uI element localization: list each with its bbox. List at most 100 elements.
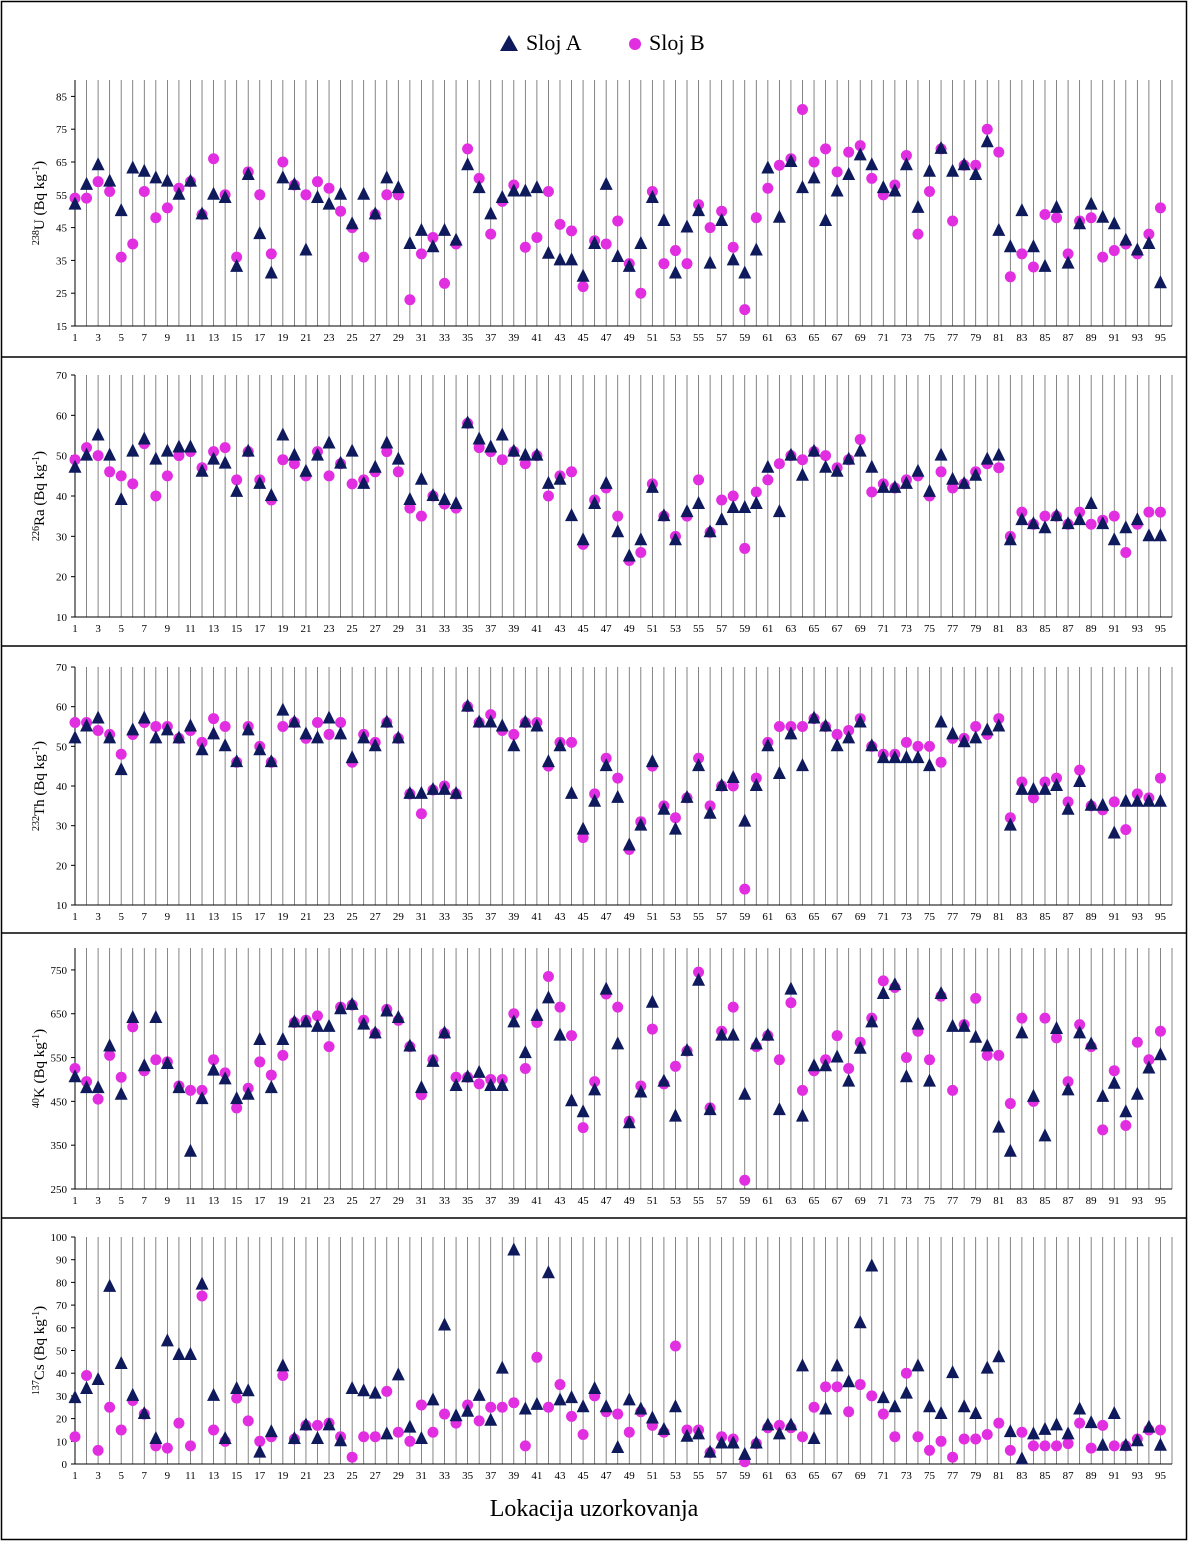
y-tick-label: 30 — [56, 1391, 68, 1403]
data-point-sloj-a — [230, 258, 244, 272]
data-point-sloj-a — [368, 1385, 382, 1399]
data-point-sloj-a — [703, 1102, 717, 1116]
data-point-sloj-a — [1015, 203, 1029, 217]
data-point-sloj-a — [749, 1036, 763, 1050]
x-tick-label: 9 — [165, 332, 171, 344]
data-point-sloj-a — [345, 996, 359, 1010]
x-tick-label: 47 — [601, 1470, 613, 1482]
data-point-sloj-a — [299, 726, 313, 740]
data-point-sloj-a — [334, 1433, 348, 1447]
data-point-sloj-a — [668, 1108, 682, 1122]
data-point-sloj-b — [981, 1049, 993, 1061]
x-tick-label: 91 — [1109, 1470, 1120, 1482]
data-point-sloj-a — [1073, 512, 1087, 526]
data-point-sloj-b — [542, 1401, 554, 1413]
data-point-sloj-a — [1015, 512, 1029, 526]
data-point-sloj-b — [404, 502, 416, 514]
x-tick-label: 11 — [185, 1195, 196, 1207]
data-point-sloj-a — [876, 1390, 890, 1404]
data-point-sloj-b — [866, 1390, 878, 1402]
data-point-sloj-b — [104, 1401, 116, 1413]
data-point-sloj-b — [577, 281, 589, 293]
data-point-sloj-b — [150, 1054, 162, 1066]
data-point-sloj-a — [657, 801, 671, 815]
data-point-sloj-a — [634, 1401, 648, 1415]
data-point-sloj-b — [184, 1440, 196, 1452]
data-point-sloj-a — [91, 1371, 105, 1385]
y-axis-title-part: K — [32, 1084, 48, 1099]
data-point-sloj-b — [1016, 1426, 1028, 1438]
data-point-sloj-a — [645, 479, 659, 493]
x-tick-label: 37 — [485, 623, 497, 635]
data-point-sloj-b — [669, 1060, 681, 1072]
data-point-sloj-b — [115, 1424, 127, 1436]
data-point-sloj-a — [738, 1446, 752, 1460]
data-point-sloj-a — [992, 718, 1006, 732]
y-tick-label: 70 — [56, 370, 68, 382]
data-point-sloj-a — [772, 504, 786, 518]
x-tick-label: 89 — [1086, 332, 1098, 344]
data-point-sloj-b — [750, 212, 762, 224]
data-point-sloj-a — [772, 1426, 786, 1440]
data-point-sloj-b — [612, 1408, 624, 1420]
data-point-sloj-a — [495, 190, 509, 204]
data-point-sloj-a — [530, 718, 544, 732]
data-point-sloj-a — [160, 443, 174, 457]
data-point-sloj-a — [495, 718, 509, 732]
data-point-sloj-a — [807, 710, 821, 724]
data-point-sloj-a — [1096, 516, 1110, 530]
data-point-sloj-a — [899, 475, 913, 489]
data-point-sloj-a — [784, 726, 798, 740]
data-point-sloj-a — [114, 1086, 128, 1100]
data-point-sloj-b — [427, 1426, 439, 1438]
y-axis-title-superscript: 40 — [31, 1098, 42, 1108]
data-point-sloj-a — [299, 1014, 313, 1028]
x-tick-label: 69 — [855, 623, 867, 635]
x-tick-label: 87 — [1063, 623, 1075, 635]
data-point-sloj-a — [380, 435, 394, 449]
data-point-sloj-b — [496, 1401, 508, 1413]
data-point-sloj-a — [253, 226, 267, 240]
x-tick-label: 3 — [95, 623, 101, 635]
data-point-sloj-a — [599, 475, 613, 489]
data-point-sloj-a — [414, 1430, 428, 1444]
data-point-sloj-a — [888, 977, 902, 991]
data-point-sloj-a — [160, 1056, 174, 1070]
x-tick-label: 49 — [624, 623, 636, 635]
x-tick-label: 27 — [370, 1195, 382, 1207]
data-point-sloj-b — [554, 218, 566, 230]
data-point-sloj-b — [265, 248, 277, 260]
data-point-sloj-b — [554, 1001, 566, 1013]
data-point-sloj-a — [149, 730, 163, 744]
data-point-sloj-a — [287, 176, 301, 190]
data-point-sloj-b — [231, 1102, 243, 1114]
x-tick-label: 3 — [95, 332, 101, 344]
data-point-sloj-b — [958, 1433, 970, 1445]
data-point-sloj-a — [183, 718, 197, 732]
x-tick-label: 11 — [185, 332, 196, 344]
data-point-sloj-a — [553, 1392, 567, 1406]
data-point-sloj-a — [507, 1242, 521, 1256]
x-tick-label: 51 — [647, 1195, 658, 1207]
data-point-sloj-a — [588, 1381, 602, 1395]
x-tick-label: 17 — [254, 911, 266, 923]
data-point-sloj-b — [508, 1397, 520, 1409]
data-point-sloj-a — [1050, 1417, 1064, 1431]
x-tick-label: 65 — [809, 332, 821, 344]
data-point-sloj-b — [92, 176, 104, 188]
data-point-sloj-a — [992, 222, 1006, 236]
data-point-sloj-a — [1153, 1437, 1167, 1451]
x-tick-label: 27 — [370, 1470, 382, 1482]
data-point-sloj-a — [449, 1077, 463, 1091]
data-point-sloj-b — [993, 1417, 1005, 1429]
data-point-sloj-b — [566, 225, 578, 237]
y-axis-title-superscript: 238 — [31, 230, 42, 245]
data-point-sloj-b — [1085, 518, 1097, 530]
x-tick-label: 71 — [878, 623, 889, 635]
data-point-sloj-b — [92, 450, 104, 462]
data-point-sloj-a — [819, 212, 833, 226]
x-tick-label: 15 — [231, 911, 243, 923]
data-point-sloj-a — [888, 1399, 902, 1413]
data-point-sloj-b — [912, 740, 924, 752]
